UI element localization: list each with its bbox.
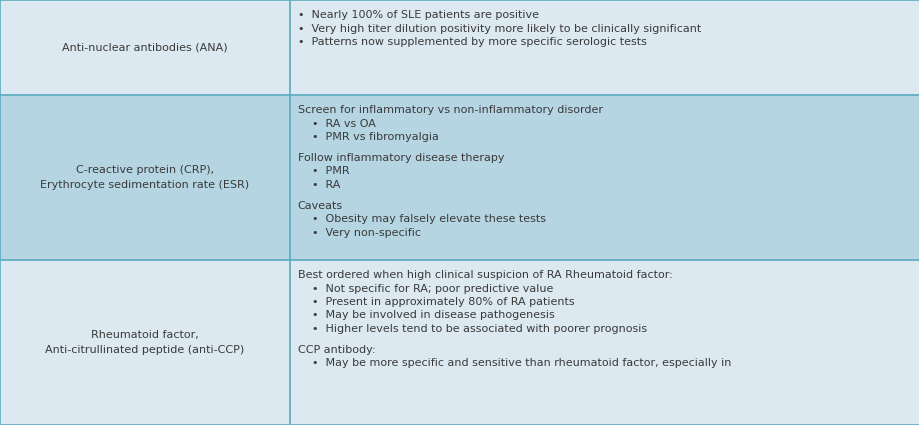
Text: •  Patterns now supplemented by more specific serologic tests: • Patterns now supplemented by more spec… (298, 37, 646, 47)
Text: Screen for inflammatory vs non-inflammatory disorder: Screen for inflammatory vs non-inflammat… (298, 105, 602, 115)
Text: •  May be involved in disease pathogenesis: • May be involved in disease pathogenesi… (298, 311, 554, 320)
Text: CCP antibody:: CCP antibody: (298, 345, 375, 355)
Text: Rheumatoid factor,
Anti-citrullinated peptide (anti-CCP): Rheumatoid factor, Anti-citrullinated pe… (45, 330, 244, 355)
Text: C-reactive protein (CRP),
Erythrocyte sedimentation rate (ESR): C-reactive protein (CRP), Erythrocyte se… (40, 165, 249, 190)
Bar (289, 95, 919, 260)
Text: •  Very high titer dilution positivity more likely to be clinically significant: • Very high titer dilution positivity mo… (298, 23, 700, 34)
Text: •  Obesity may falsely elevate these tests: • Obesity may falsely elevate these test… (298, 214, 545, 224)
Text: •  Present in approximately 80% of RA patients: • Present in approximately 80% of RA pat… (298, 297, 573, 307)
Bar (0, 260, 289, 425)
Text: Anti-nuclear antibodies (ANA): Anti-nuclear antibodies (ANA) (62, 42, 228, 53)
Text: •  May be more specific and sensitive than rheumatoid factor, especially in: • May be more specific and sensitive tha… (298, 358, 731, 368)
Text: •  RA: • RA (298, 180, 340, 190)
Text: •  Not specific for RA; poor predictive value: • Not specific for RA; poor predictive v… (298, 283, 552, 294)
Text: Caveats: Caveats (298, 201, 343, 211)
Bar (0, 95, 289, 260)
Text: Best ordered when high clinical suspicion of RA Rheumatoid factor:: Best ordered when high clinical suspicio… (298, 270, 672, 280)
Text: •  RA vs OA: • RA vs OA (298, 119, 375, 128)
Text: •  PMR vs fibromyalgia: • PMR vs fibromyalgia (298, 132, 438, 142)
Text: •  Higher levels tend to be associated with poorer prognosis: • Higher levels tend to be associated wi… (298, 324, 646, 334)
Bar (0, 0, 289, 95)
Text: Follow inflammatory disease therapy: Follow inflammatory disease therapy (298, 153, 504, 163)
Text: •  PMR: • PMR (298, 167, 349, 176)
Bar (289, 260, 919, 425)
Text: •  Nearly 100% of SLE patients are positive: • Nearly 100% of SLE patients are positi… (298, 10, 539, 20)
Bar (289, 0, 919, 95)
Text: •  Very non-specific: • Very non-specific (298, 228, 420, 238)
